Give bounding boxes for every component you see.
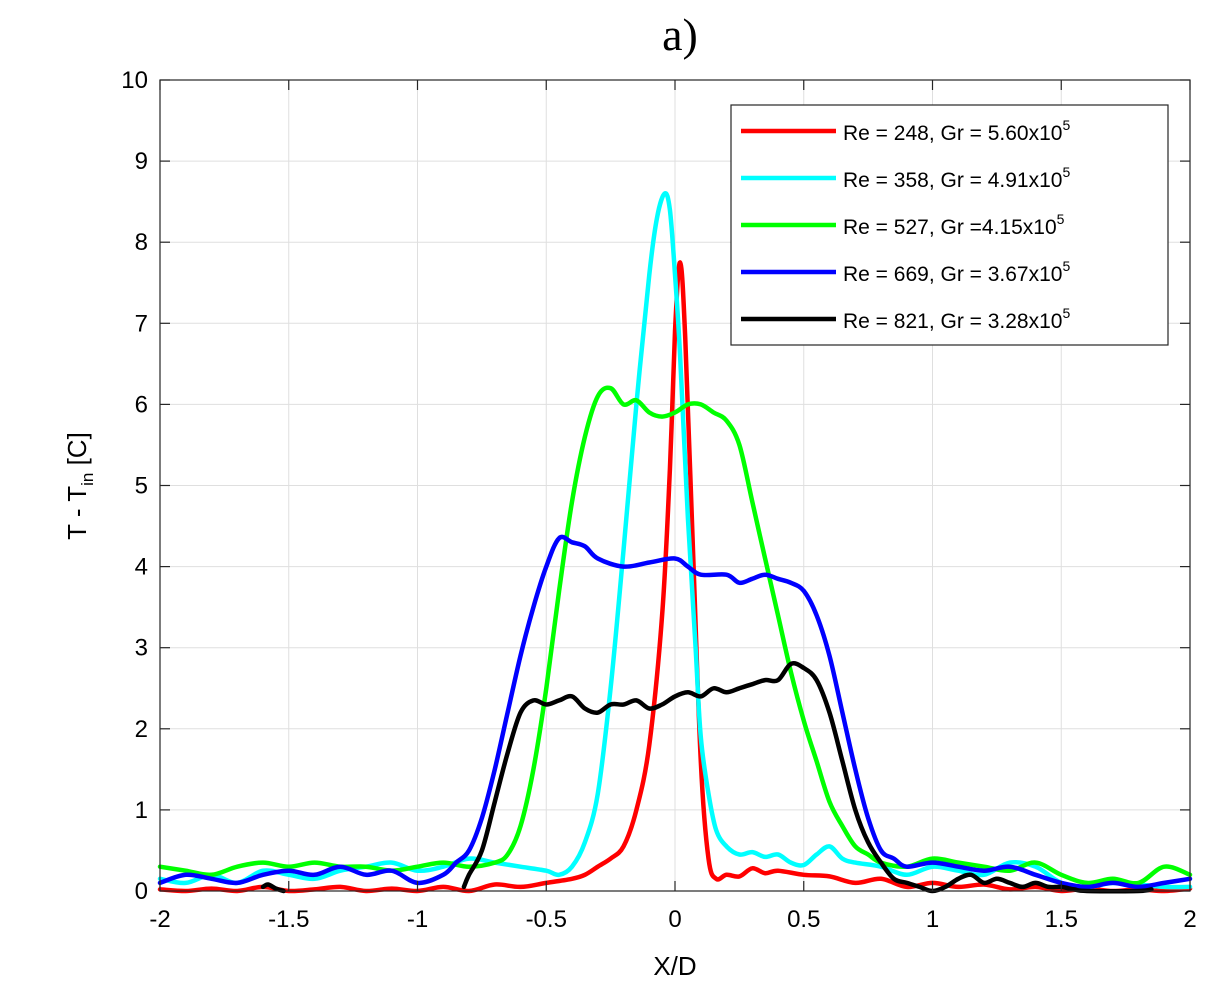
series-line-3 (157, 385, 1193, 886)
y-tick-label: 0 (135, 878, 148, 905)
legend-label-exponent: 5 (1062, 164, 1070, 180)
legend-label-text: Re = 248, Gr = 5.60x10 (843, 122, 1062, 145)
y-axis-label-unit: [C] (62, 432, 92, 472)
plot-series (157, 191, 1193, 894)
x-tick-label: 1.5 (1045, 906, 1078, 933)
x-tick-label: -1 (407, 906, 428, 933)
legend-label-text: Re = 527, Gr =4.15x10 (843, 216, 1057, 239)
series-line-4 (157, 534, 1193, 890)
legend-label-exponent: 5 (1057, 211, 1065, 227)
legend-label-5: Re = 821, Gr = 3.28x105 (843, 305, 1070, 333)
y-axis-label: T - Tin [C] (62, 432, 97, 540)
y-tick-label: 3 (135, 635, 148, 662)
legend-label-exponent: 5 (1062, 305, 1070, 321)
x-tick-labels: -2 -1.5 -1 -0.5 0 0.5 1 1.5 2 (149, 906, 1196, 933)
legend-label-exponent: 5 (1062, 117, 1070, 133)
y-tick-label: 5 (135, 473, 148, 500)
x-tick-label: 2 (1183, 906, 1196, 933)
y-tick-label: 2 (135, 716, 148, 743)
y-tick-label: 1 (135, 797, 148, 824)
y-axis-label-subscript: in (78, 473, 97, 486)
y-tick-label: 4 (135, 554, 148, 581)
ticks (159, 79, 1191, 892)
y-tick-label: 9 (135, 148, 148, 175)
series-line-1 (157, 260, 1193, 894)
legend-label-2: Re = 358, Gr = 4.91x105 (843, 164, 1070, 192)
y-tick-label: 10 (121, 67, 148, 94)
x-axis-label: X/D (653, 951, 696, 981)
series-line-5 (461, 661, 1154, 894)
y-tick-labels: 0 1 2 3 4 5 6 7 8 9 10 (121, 67, 148, 905)
legend-label-3: Re = 527, Gr =4.15x105 (843, 211, 1065, 239)
x-tick-label: -1.5 (268, 906, 309, 933)
legend-label-4: Re = 669, Gr = 3.67x105 (843, 258, 1070, 286)
x-tick-label: 0 (668, 906, 681, 933)
y-tick-label: 6 (135, 391, 148, 418)
x-tick-label: 1 (926, 906, 939, 933)
legend-label-text: Re = 358, Gr = 4.91x10 (843, 169, 1062, 192)
x-tick-label: 0.5 (787, 906, 820, 933)
series-line-2 (157, 191, 1193, 890)
legend-label-exponent: 5 (1062, 258, 1070, 274)
y-tick-label: 7 (135, 310, 148, 337)
x-tick-label: -0.5 (526, 906, 567, 933)
y-axis-label-main: T - T (62, 486, 92, 540)
chart-title: a) (662, 9, 698, 60)
legend-label-text: Re = 669, Gr = 3.67x10 (843, 263, 1062, 286)
x-tick-label: -2 (149, 906, 170, 933)
legend-label-text: Re = 821, Gr = 3.28x10 (843, 310, 1062, 333)
y-tick-label: 8 (135, 229, 148, 256)
series-line-5 (260, 882, 286, 894)
legend-label-1: Re = 248, Gr = 5.60x105 (843, 117, 1070, 145)
